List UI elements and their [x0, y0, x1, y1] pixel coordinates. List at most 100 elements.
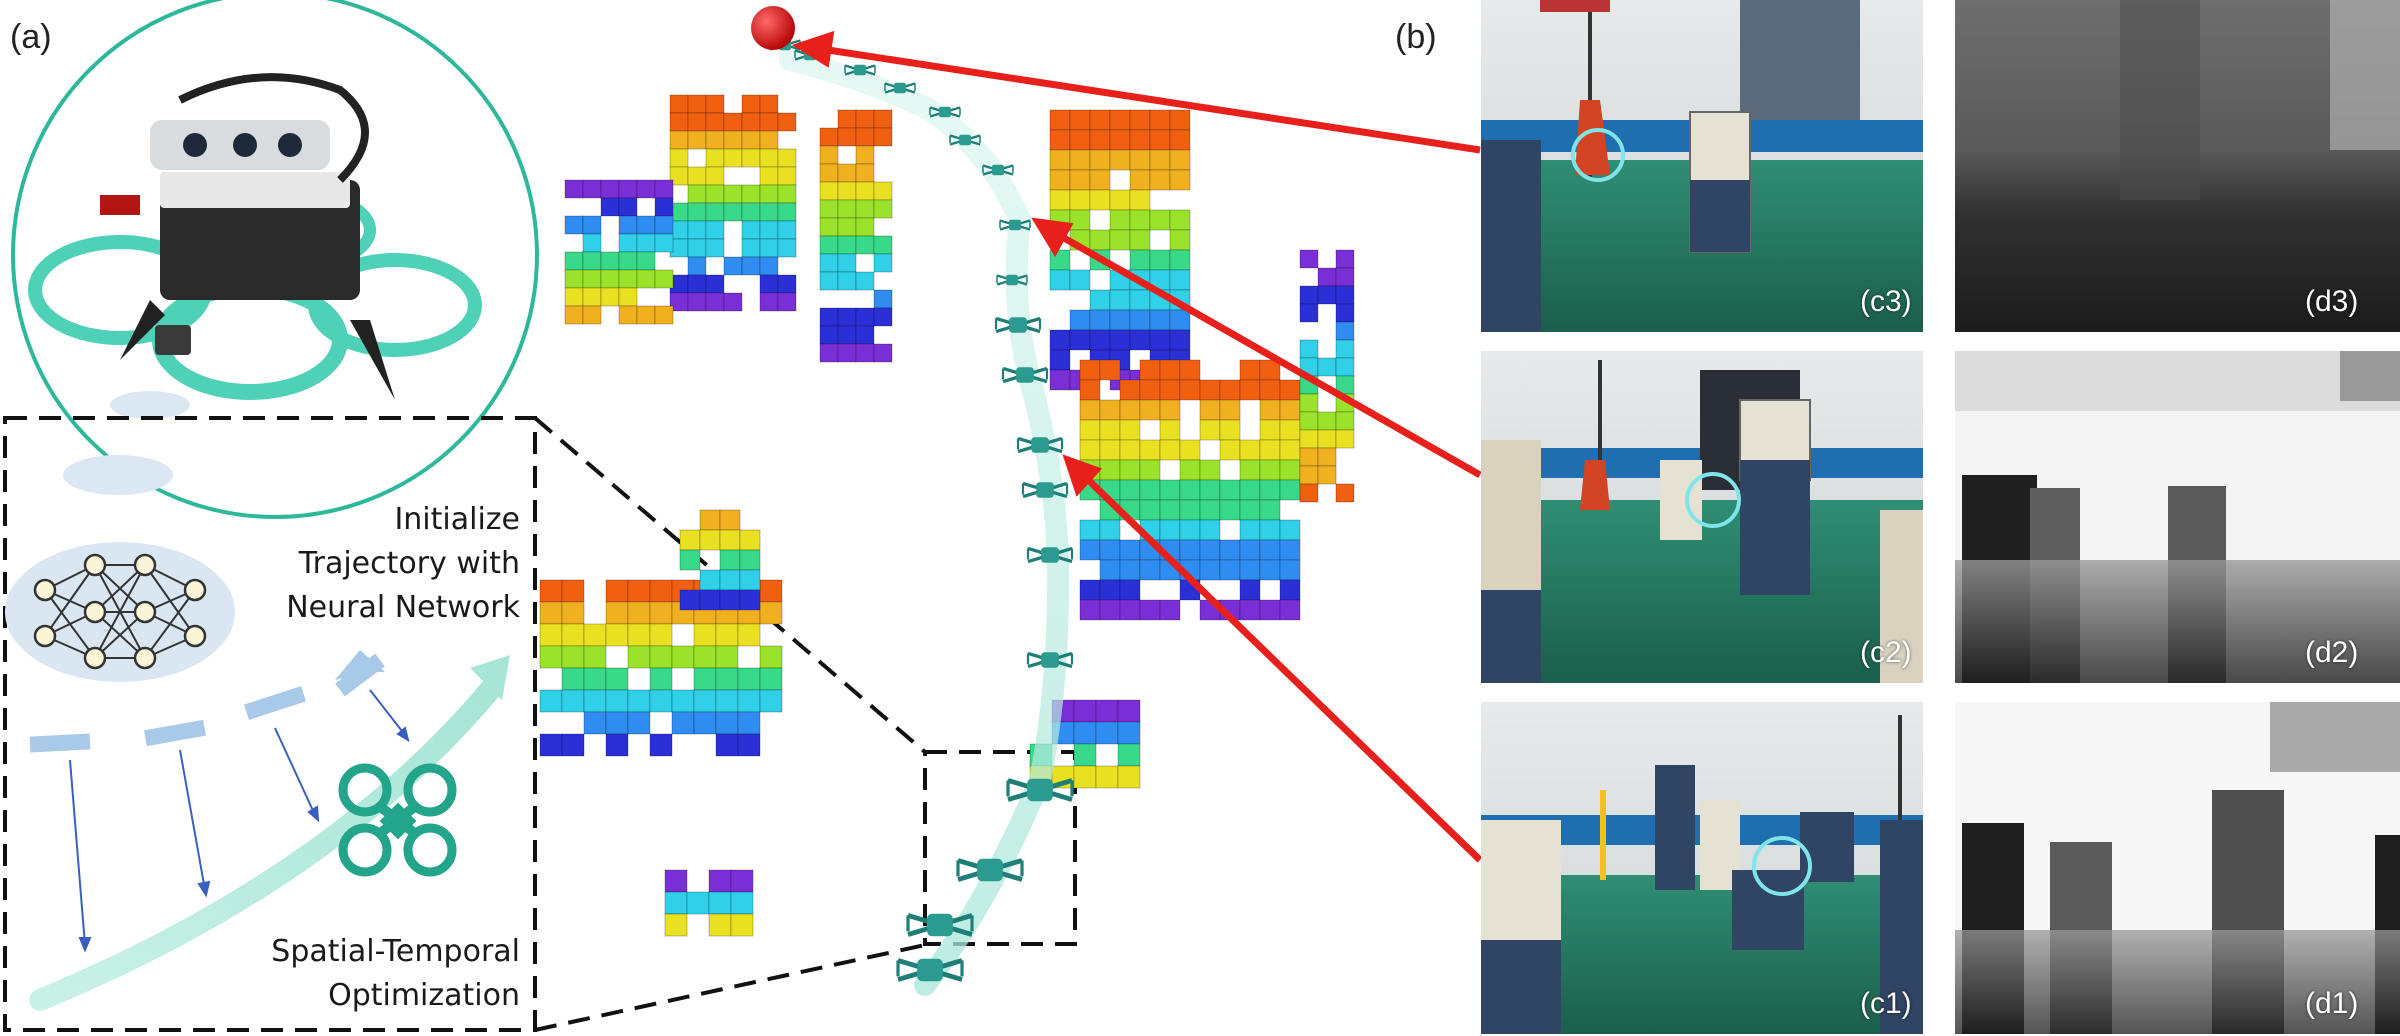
voxel — [759, 238, 779, 258]
voxel — [715, 623, 739, 647]
voxel — [1239, 599, 1261, 621]
voxel — [1317, 267, 1337, 287]
voxel — [705, 202, 725, 222]
voxel — [705, 220, 725, 240]
voxel — [561, 733, 585, 757]
voxel — [669, 94, 689, 114]
voxel — [1169, 129, 1191, 151]
opt-caption-line2: Optimization — [328, 978, 520, 1013]
voxel — [1335, 303, 1355, 323]
voxel — [1109, 109, 1131, 131]
voxel — [873, 307, 893, 327]
voxel — [1179, 439, 1201, 461]
drone-hardware-icon — [28, 73, 482, 495]
voxel — [686, 891, 710, 915]
voxel — [1179, 539, 1201, 561]
voxel — [627, 711, 651, 735]
opt-caption: Spatial-Temporal Optimization — [200, 930, 520, 1018]
drone-marker-icon — [956, 858, 1024, 882]
voxel — [1099, 539, 1121, 561]
voxel — [627, 579, 651, 603]
voxel — [1139, 459, 1161, 481]
correspondence-arrows — [791, 30, 1483, 863]
voxel — [1239, 459, 1261, 481]
voxel — [1149, 309, 1171, 331]
voxel — [1119, 439, 1141, 461]
voxel — [627, 689, 651, 713]
voxel — [1079, 519, 1101, 541]
voxel — [605, 733, 629, 757]
voxel — [705, 166, 725, 186]
voxel — [1109, 129, 1131, 151]
voxel — [1179, 499, 1201, 521]
voxel — [1317, 465, 1337, 485]
voxel — [1049, 189, 1071, 211]
voxel — [1279, 539, 1301, 561]
drone-marker-icon — [949, 134, 981, 146]
voxel — [759, 292, 779, 312]
voxel — [1129, 249, 1151, 271]
voxel — [1117, 699, 1141, 723]
voxel — [819, 307, 839, 327]
voxel — [582, 287, 602, 307]
voxel — [1139, 479, 1161, 501]
voxel — [837, 325, 857, 345]
voxel — [1169, 149, 1191, 171]
voxel — [741, 94, 761, 114]
drone-marker-icon — [1006, 778, 1074, 802]
init-caption: Initialize — [330, 498, 520, 542]
voxel — [600, 251, 620, 271]
voxel — [1129, 209, 1151, 231]
voxel — [539, 733, 563, 757]
voxel — [539, 645, 563, 669]
voxel — [837, 307, 857, 327]
voxel — [636, 215, 656, 235]
voxel — [1119, 479, 1141, 501]
voxel — [723, 130, 743, 150]
voxel — [1169, 269, 1191, 291]
voxel — [1095, 721, 1119, 745]
voxel — [1179, 479, 1201, 501]
voxel — [1299, 483, 1319, 503]
voxel — [1129, 289, 1151, 311]
drone-marker-icon — [896, 958, 964, 982]
voxel — [837, 199, 857, 219]
voxel — [1079, 419, 1101, 441]
voxel — [777, 202, 797, 222]
voxel — [1079, 379, 1101, 401]
voxel — [679, 589, 701, 611]
voxel — [1317, 429, 1337, 449]
voxel — [1279, 399, 1301, 421]
voxel — [1139, 399, 1161, 421]
voxel — [669, 112, 689, 132]
voxel — [873, 253, 893, 273]
voxel — [719, 549, 741, 571]
voxel — [730, 869, 754, 893]
voxel — [1179, 519, 1201, 541]
voxel — [1129, 189, 1151, 211]
voxel — [1099, 359, 1121, 381]
zoom-source-box — [923, 750, 1077, 946]
voxel — [1199, 379, 1221, 401]
voxel — [739, 569, 761, 591]
voxel — [654, 233, 674, 253]
voxel — [705, 148, 725, 168]
voxel — [1129, 149, 1151, 171]
voxel — [819, 181, 839, 201]
voxel — [564, 179, 584, 199]
voxel — [739, 529, 761, 551]
voxel — [1239, 439, 1261, 461]
voxel — [855, 163, 875, 183]
voxel — [1335, 429, 1355, 449]
photo-tag-c2: (c2) — [1860, 636, 1912, 669]
voxel — [705, 238, 725, 258]
voxel — [1335, 267, 1355, 287]
voxel — [1259, 379, 1281, 401]
voxel — [1169, 209, 1191, 231]
voxel — [837, 217, 857, 237]
voxel — [741, 220, 761, 240]
voxel — [1049, 169, 1071, 191]
voxel — [693, 667, 717, 691]
voxel — [561, 689, 585, 713]
voxel — [1079, 579, 1101, 601]
